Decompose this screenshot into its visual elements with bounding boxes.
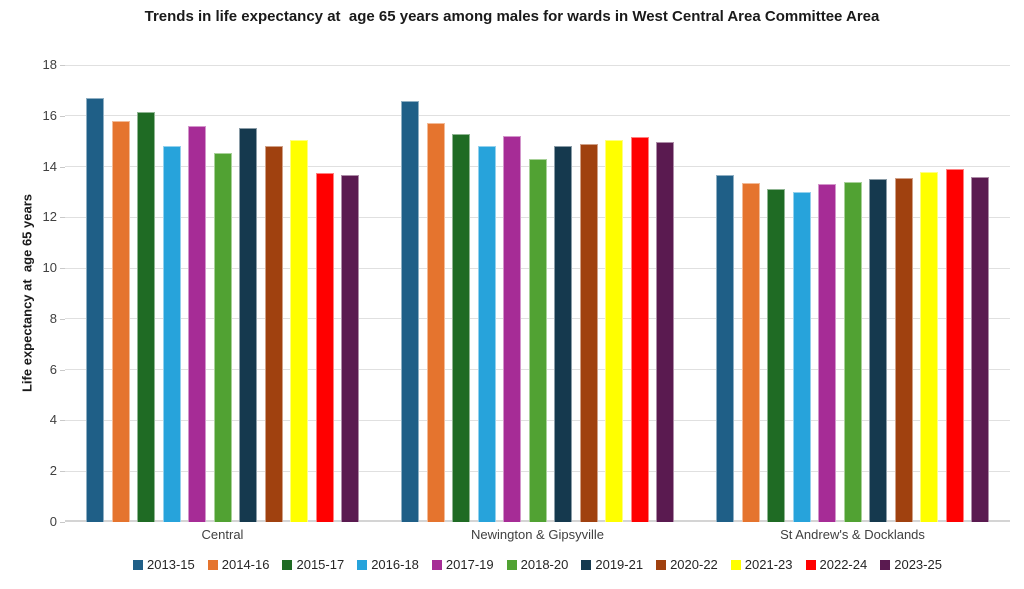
legend-label: 2017-19 bbox=[445, 557, 494, 572]
bar-2014-16-category-1 bbox=[426, 123, 445, 522]
legend-label: 2013-15 bbox=[147, 557, 195, 572]
y-tick-label-0: 0 bbox=[49, 514, 57, 529]
y-tick-mark-18 bbox=[60, 65, 65, 66]
legend-item-2021-23: 2021-23 bbox=[730, 556, 793, 574]
bar-2022-24-category-1 bbox=[630, 137, 649, 522]
bar-2023-25-category-0 bbox=[341, 175, 359, 522]
bar-2022-24-category-0 bbox=[315, 172, 334, 522]
bar-2018-20-category-2 bbox=[843, 181, 862, 522]
plot-area bbox=[65, 64, 1010, 522]
bar-2018-20-category-0 bbox=[213, 152, 232, 522]
legend-swatch-icon bbox=[730, 560, 741, 570]
legend-item-2015-17: 2015-17 bbox=[282, 556, 344, 574]
bar-2020-22-category-1 bbox=[579, 143, 598, 522]
bar-2019-21-category-0 bbox=[239, 128, 257, 522]
bar-2023-25-category-1 bbox=[656, 142, 674, 522]
y-tick-label-16: 16 bbox=[42, 107, 57, 123]
legend-item-2023-25: 2023-25 bbox=[880, 556, 942, 574]
y-tick-mark-2 bbox=[60, 471, 65, 473]
legend-item-2017-19: 2017-19 bbox=[431, 556, 494, 574]
legend-label: 2020-22 bbox=[670, 557, 718, 572]
bar-2013-15-category-2 bbox=[716, 175, 734, 522]
legend-swatch-icon bbox=[506, 560, 517, 570]
legend-swatch-icon bbox=[656, 560, 667, 570]
bar-2017-19-category-0 bbox=[188, 125, 206, 522]
legend-swatch-icon bbox=[133, 560, 144, 570]
bar-2013-15-category-0 bbox=[86, 98, 104, 522]
x-category-label-1: Newington & Gipsyville bbox=[471, 527, 604, 542]
bar-2015-17-category-2 bbox=[767, 189, 785, 522]
legend-swatch-icon bbox=[581, 560, 592, 570]
bar-2014-16-category-0 bbox=[111, 120, 130, 522]
y-tick-mark-16 bbox=[60, 115, 65, 117]
bar-2020-22-category-0 bbox=[264, 146, 283, 522]
bar-2021-23-category-0 bbox=[290, 139, 308, 522]
legend-label: 2015-17 bbox=[296, 557, 345, 572]
y-tick-label-6: 6 bbox=[49, 361, 57, 377]
legend-item-2018-20: 2018-20 bbox=[506, 556, 569, 574]
y-tick-label-18: 18 bbox=[42, 57, 57, 72]
bar-2013-15-category-1 bbox=[401, 100, 419, 522]
gridline-y-16 bbox=[65, 115, 1010, 117]
legend-swatch-icon bbox=[357, 560, 368, 570]
y-tick-mark-4 bbox=[60, 420, 65, 422]
bar-2015-17-category-1 bbox=[452, 133, 470, 522]
legend-label: 2018-20 bbox=[520, 557, 569, 572]
bar-2019-21-category-2 bbox=[869, 179, 887, 522]
y-tick-label-8: 8 bbox=[49, 310, 57, 326]
legend-swatch-icon bbox=[880, 560, 891, 570]
bar-group-2 bbox=[695, 169, 1010, 522]
y-tick-label-4: 4 bbox=[49, 412, 57, 428]
y-tick-label-14: 14 bbox=[42, 158, 57, 174]
legend-label: 2023-25 bbox=[894, 557, 942, 572]
x-category-label-2: St Andrew's & Docklands bbox=[780, 527, 925, 542]
y-tick-mark-10 bbox=[60, 268, 65, 270]
legend-item-2016-18: 2016-18 bbox=[357, 556, 419, 574]
legend-item-2013-15: 2013-15 bbox=[133, 556, 195, 574]
x-category-label-0: Central bbox=[201, 527, 244, 542]
bar-2023-25-category-2 bbox=[971, 176, 989, 522]
legend-swatch-icon bbox=[805, 560, 816, 570]
chart-title: Trends in life expectancy at age 65 year… bbox=[144, 8, 880, 25]
bar-2018-20-category-1 bbox=[528, 158, 547, 522]
legend-label: 2016-18 bbox=[371, 557, 419, 572]
bar-2020-22-category-2 bbox=[894, 177, 913, 522]
legend-item-2020-22: 2020-22 bbox=[656, 556, 718, 574]
bar-2017-19-category-2 bbox=[818, 184, 836, 522]
y-tick-mark-14 bbox=[60, 166, 65, 168]
legend-item-2019-21: 2019-21 bbox=[581, 556, 643, 574]
y-tick-mark-8 bbox=[60, 318, 65, 320]
legend-swatch-icon bbox=[207, 560, 218, 570]
legend-label: 2021-23 bbox=[744, 557, 793, 572]
legend-label: 2014-16 bbox=[221, 557, 270, 572]
bar-2015-17-category-0 bbox=[137, 111, 155, 522]
bar-group-1 bbox=[380, 100, 695, 522]
bar-2014-16-category-2 bbox=[741, 183, 760, 522]
y-tick-mark-0 bbox=[60, 522, 65, 523]
legend-label: 2019-21 bbox=[595, 557, 644, 572]
y-tick-mark-6 bbox=[60, 369, 65, 371]
bar-2017-19-category-1 bbox=[503, 136, 521, 522]
legend-swatch-icon bbox=[431, 560, 442, 570]
bar-2021-23-category-2 bbox=[920, 171, 938, 522]
bar-2019-21-category-1 bbox=[554, 146, 572, 522]
legend-label: 2022-24 bbox=[819, 557, 868, 572]
bar-2016-18-category-0 bbox=[162, 146, 181, 522]
legend-item-2022-24: 2022-24 bbox=[805, 556, 868, 574]
legend: 2013-15 2014-16 2015-17 2016-18 2017-19 2018-… bbox=[65, 556, 1010, 574]
bar-2016-18-category-1 bbox=[477, 146, 496, 522]
bar-2016-18-category-2 bbox=[792, 191, 811, 522]
y-tick-label-12: 12 bbox=[42, 209, 57, 225]
y-tick-mark-12 bbox=[60, 217, 65, 219]
bar-2021-23-category-1 bbox=[605, 139, 623, 522]
legend-item-2014-16: 2014-16 bbox=[207, 556, 270, 574]
bar-group-0 bbox=[65, 98, 380, 522]
y-tick-label-2: 2 bbox=[49, 463, 57, 479]
legend-swatch-icon bbox=[282, 560, 293, 570]
bar-2022-24-category-2 bbox=[945, 169, 964, 522]
gridline-y-18 bbox=[65, 64, 1010, 66]
y-tick-label-10: 10 bbox=[42, 260, 57, 276]
